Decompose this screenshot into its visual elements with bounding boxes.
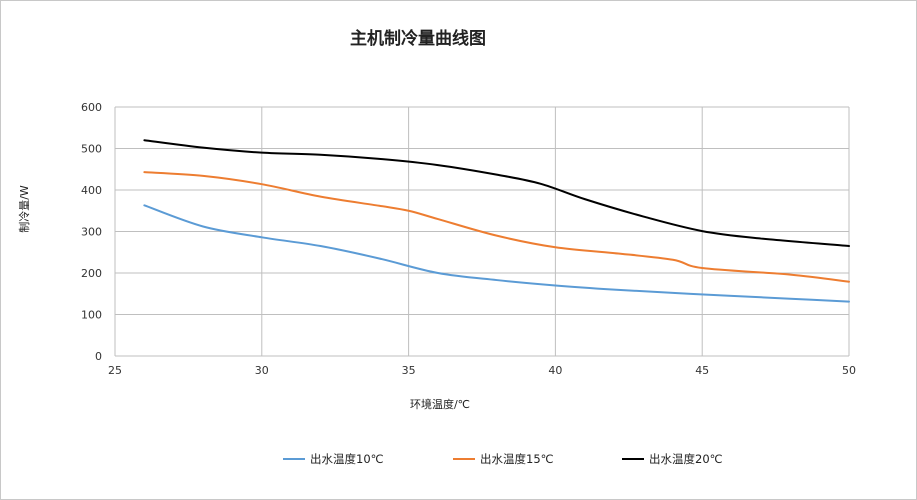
- series-lines: [143, 139, 850, 303]
- legend-item-0: 出水温度10℃: [283, 452, 384, 466]
- legend: 出水温度10℃ 出水温度15℃ 出水温度20℃: [283, 452, 723, 466]
- x-tick-label-40: 40: [548, 364, 562, 377]
- x-axis-label: 环境温度/℃: [410, 397, 470, 411]
- x-tick-label-35: 35: [402, 364, 416, 377]
- y-tick-label-600: 600: [81, 101, 102, 114]
- x-tick-label-45: 45: [695, 364, 709, 377]
- x-tick-label-25: 25: [108, 364, 122, 377]
- series-line-0: [143, 204, 850, 303]
- y-tick-label-0: 0: [95, 350, 102, 363]
- tick-labels: 0 100 200 300 400 500 600 25 30 35 40 45 50: [81, 101, 856, 377]
- legend-item-2: 出水温度20℃: [622, 452, 723, 466]
- y-tick-label-100: 100: [81, 309, 102, 322]
- x-tick-label-30: 30: [255, 364, 269, 377]
- series-line-2: [143, 139, 850, 248]
- y-axis-label: 制冷量/W: [18, 185, 31, 233]
- legend-item-1: 出水温度15℃: [453, 452, 554, 466]
- grid: [114, 106, 850, 357]
- chart-title: 主机制冷量曲线图: [350, 28, 486, 49]
- y-tick-label-500: 500: [81, 143, 102, 156]
- x-tick-label-50: 50: [842, 364, 856, 377]
- y-tick-label-400: 400: [81, 184, 102, 197]
- series-line-1: [143, 171, 850, 283]
- legend-label-1: 出水温度15℃: [480, 452, 554, 466]
- legend-label-2: 出水温度20℃: [649, 452, 723, 466]
- y-tick-label-300: 300: [81, 226, 102, 239]
- legend-label-0: 出水温度10℃: [310, 452, 384, 466]
- y-tick-label-200: 200: [81, 267, 102, 280]
